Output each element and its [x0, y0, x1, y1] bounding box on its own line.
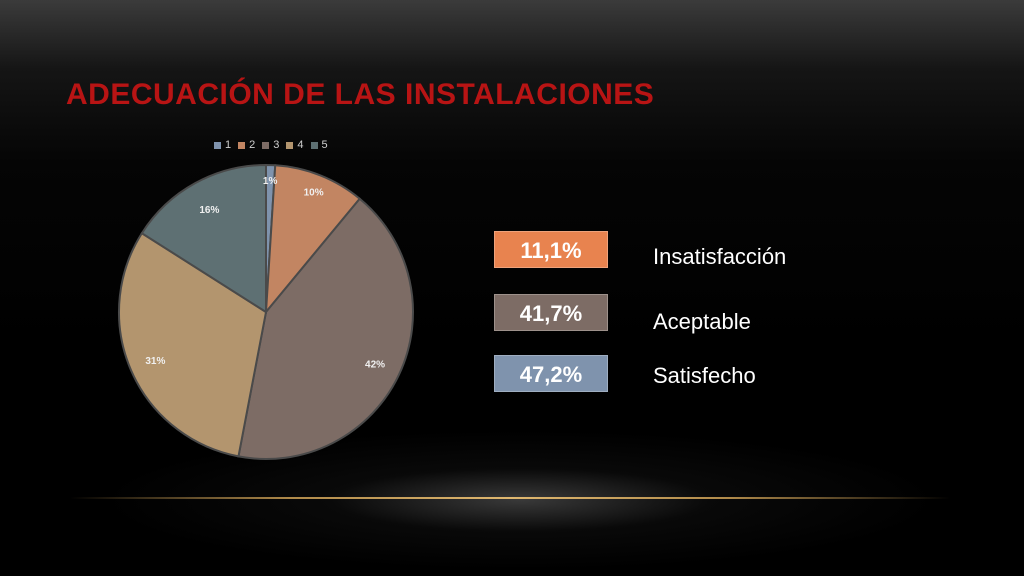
legend-label-1: 1 [225, 139, 232, 151]
pie-slice-5 [140, 163, 267, 314]
pie-label-2: 10% [304, 188, 324, 199]
pie-label-5: 16% [199, 205, 219, 216]
legend-label-3: 3 [273, 139, 280, 151]
bottom-divider [70, 497, 950, 499]
summary-label-insatisfaccion: Insatisfacción [653, 244, 787, 269]
legend-swatch-4 [286, 141, 294, 149]
pie-slice-2 [264, 164, 362, 316]
chart-legend: 1 2 3 4 5 [214, 139, 328, 151]
legend-swatch-3 [262, 141, 270, 149]
pie-slice-3 [237, 197, 414, 460]
legend-item-1: 1 [214, 139, 231, 151]
summary-label-satisfecho: Satisfecho [653, 363, 756, 388]
summary-box-insatisfaccion: 11,1% [494, 231, 608, 268]
legend-swatch-2 [238, 141, 246, 149]
slide-title: ADECUACIÓN DE LAS INSTALACIONES [66, 78, 655, 111]
legend-label-4: 4 [297, 139, 304, 151]
legend-label-5: 5 [321, 139, 328, 151]
pie-label-4: 31% [145, 356, 165, 367]
legend-item-5: 5 [310, 139, 328, 151]
legend-item-2: 2 [238, 139, 255, 151]
pie-label-3: 42% [365, 359, 385, 370]
summary-box-satisfecho: 47,2% [494, 355, 608, 392]
summary-box-aceptable: 41,7% [494, 294, 608, 331]
summary-label-aceptable: Aceptable [653, 309, 751, 334]
legend-label-2: 2 [249, 139, 256, 151]
pie-label-1: 1% [263, 176, 278, 187]
legend-swatch-5 [310, 141, 318, 149]
legend-swatch-1 [214, 141, 221, 149]
legend-item-4: 4 [286, 139, 304, 151]
legend-item-3: 3 [262, 139, 279, 151]
